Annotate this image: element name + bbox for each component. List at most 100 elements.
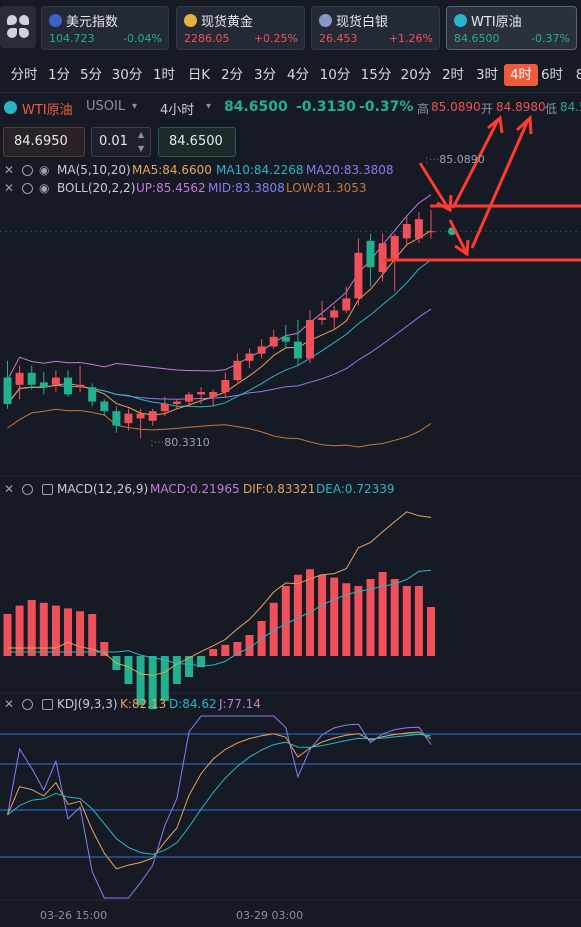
close-icon[interactable]: ✕ (4, 163, 15, 177)
candle-body (269, 336, 278, 347)
time-axis-label: 03-29 03:00 (236, 909, 304, 922)
us-flag-icon (49, 14, 62, 27)
macd-value: MACD:0.21965 (150, 482, 240, 496)
candle-body (39, 382, 48, 388)
price-change: -0.3130 (296, 99, 356, 115)
j-line (7, 715, 432, 899)
symbol-dropdown-icon[interactable]: ▾ (132, 101, 138, 112)
timeframe-tab[interactable]: 1时 (152, 67, 176, 83)
ticker-strip: 美元指数 104.723 -0.04% 现货黄金 2286.05 +0.25% … (0, 0, 581, 56)
high-marker-value: 85.0890 (439, 153, 485, 166)
boll-low-value: LOW:81.3053 (286, 181, 367, 195)
candle-body (64, 377, 72, 395)
divider (0, 92, 581, 93)
candle-body (124, 413, 133, 424)
last-price: 84.6500 (224, 99, 288, 115)
ma5-value: MA5:84.6600 (132, 163, 212, 177)
timeframe-tab[interactable]: 2分 (220, 67, 244, 83)
candle-body (148, 411, 157, 421)
d-value: D:84.62 (169, 697, 217, 711)
macd-bar (269, 602, 278, 656)
settings-icon[interactable] (22, 165, 33, 176)
annotation-arrowhead (436, 194, 453, 213)
settings-icon[interactable] (22, 183, 33, 194)
macd-bar (293, 574, 302, 656)
macd-bar (402, 586, 411, 656)
macd-bar (76, 611, 85, 656)
macd-bar (148, 656, 157, 710)
timeframe-tab[interactable]: 4时 (504, 64, 538, 86)
timeframe-tab[interactable]: 8 (575, 67, 581, 83)
timeframe-tab[interactable]: 1分 (47, 67, 71, 83)
macd-bar (100, 642, 109, 656)
macd-bar (185, 656, 193, 677)
ma-title: MA(5,10,20) (57, 163, 131, 177)
settings-icon[interactable] (22, 699, 33, 710)
timeframe-tab[interactable]: 3时 (475, 67, 499, 83)
candle-body (233, 360, 242, 380)
settings-icon[interactable] (22, 484, 33, 495)
macd-bar (27, 600, 36, 656)
timeframe-tab[interactable]: 3分 (253, 67, 277, 83)
boll-low-line (7, 408, 432, 448)
visibility-eye-icon[interactable]: ◉ (39, 163, 50, 177)
oil-icon (454, 14, 467, 27)
increment-icon[interactable]: ▲ (138, 130, 145, 139)
quantity-value[interactable]: 0.01 (99, 134, 128, 149)
annotation-arrow (448, 219, 468, 253)
buy-price-button[interactable]: 84.6500 (158, 127, 236, 157)
timeframe-tab[interactable]: 10分 (319, 67, 351, 83)
timeframe-bar: 分时 1分 5分 30分 1时 日K 2分 3分 4分 10分 15分 20分 2时 3时 4时 6时 8 (0, 64, 581, 88)
macd-title: MACD(12,26,9) (57, 482, 149, 496)
ma10-value: MA10:84.2268 (216, 163, 304, 177)
timeframe-tab[interactable]: 20分 (400, 67, 432, 83)
ticker-wti-oil[interactable]: WTI原油 84.6500 -0.37% (446, 6, 577, 50)
macd-bar (64, 608, 72, 656)
close-icon[interactable]: ✕ (4, 697, 15, 711)
quantity-stepper[interactable]: 0.01 ▲ ▼ (91, 127, 151, 157)
high-value: 85.0890 (431, 100, 481, 114)
timeframe-tab[interactable]: 分时 (10, 67, 38, 83)
low-label: 低 (545, 102, 558, 116)
candle-body (112, 411, 121, 426)
annotation-arrowhead (515, 114, 533, 135)
macd-bar (390, 579, 399, 656)
visibility-eye-icon[interactable]: ◉ (39, 181, 50, 195)
symbol-code: USOIL (86, 99, 126, 114)
macd-bar (197, 656, 206, 668)
annotation-arrow (451, 119, 500, 209)
macd-bar (160, 656, 169, 701)
ticker-spot-silver[interactable]: 现货白银 26.453 +1.26% (311, 6, 440, 50)
candle-body (160, 404, 169, 412)
timeframe-tab[interactable]: 日K (187, 67, 211, 83)
close-icon[interactable]: ✕ (4, 181, 15, 195)
timeframe-tab[interactable]: 15分 (360, 67, 392, 83)
timeframe-tab[interactable]: 4分 (286, 67, 310, 83)
candle-body (366, 240, 375, 268)
expand-icon[interactable] (42, 699, 53, 710)
symbol-name[interactable]: WTI原油 (22, 103, 73, 118)
low-marker-label: :···80.3310 (150, 436, 210, 449)
open-label: 开 (481, 102, 494, 116)
ticker-usd-index[interactable]: 美元指数 104.723 -0.04% (41, 6, 169, 50)
candle-body (378, 243, 387, 272)
decrement-icon[interactable]: ▼ (138, 144, 145, 153)
ticker-price: 26.453 (319, 32, 358, 45)
timeframe-tab[interactable]: 30分 (111, 67, 143, 83)
period-dropdown-icon[interactable]: ▾ (206, 101, 212, 112)
timeframe-tab[interactable]: 2时 (441, 67, 465, 83)
expand-icon[interactable] (42, 484, 53, 495)
silver-icon (319, 14, 332, 27)
sell-price-button[interactable]: 84.6950 (3, 127, 85, 157)
period-select[interactable]: 4小时 (160, 103, 195, 118)
boll-mid-value: MID:83.3808 (208, 181, 285, 195)
macd-bar (221, 644, 230, 656)
candle-body (221, 380, 230, 392)
grid-menu-icon[interactable] (0, 6, 36, 48)
timeframe-tab[interactable]: 6时 (540, 67, 564, 83)
timeframe-tab[interactable]: 5分 (79, 67, 103, 83)
close-icon[interactable]: ✕ (4, 482, 15, 496)
ticker-spot-gold[interactable]: 现货黄金 2286.05 +0.25% (176, 6, 305, 50)
annotation-arrow (470, 119, 530, 249)
